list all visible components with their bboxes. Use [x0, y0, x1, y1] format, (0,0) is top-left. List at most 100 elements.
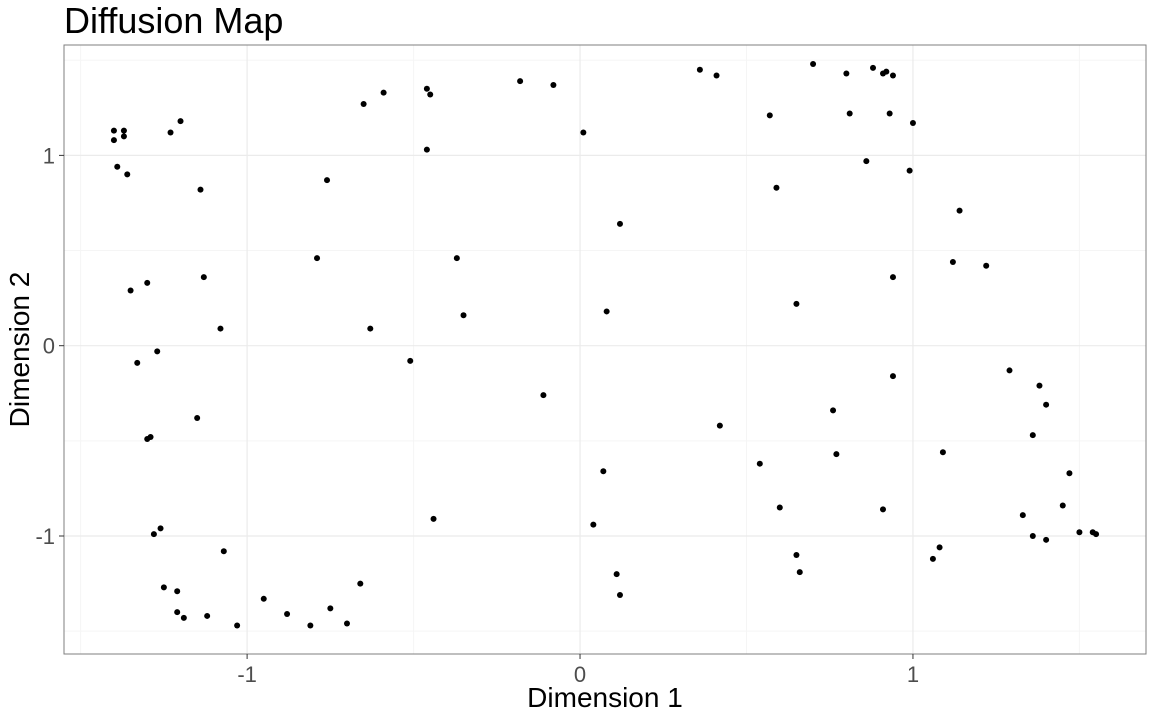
data-point: [284, 611, 291, 618]
data-point: [843, 70, 850, 77]
data-point: [1029, 432, 1036, 439]
data-point: [357, 580, 364, 587]
data-point: [314, 255, 321, 262]
data-point: [1076, 529, 1083, 536]
data-point: [174, 588, 181, 595]
data-point: [360, 100, 367, 107]
data-point: [430, 515, 437, 522]
x-axis-title: Dimension 1: [527, 682, 683, 713]
data-points: [110, 61, 1100, 629]
data-point: [1036, 382, 1043, 389]
data-point: [776, 504, 783, 511]
data-point: [956, 207, 963, 214]
data-point: [603, 308, 610, 315]
data-point: [716, 422, 723, 429]
data-point: [327, 605, 334, 612]
data-point: [1093, 531, 1100, 538]
data-point: [120, 133, 127, 140]
data-point: [616, 592, 623, 599]
data-point: [110, 127, 117, 134]
data-point: [863, 158, 870, 165]
data-point: [144, 279, 151, 286]
data-point: [886, 110, 893, 117]
minor-gridlines: [64, 45, 1146, 654]
x-tick-label: -1: [237, 662, 257, 687]
data-point: [177, 118, 184, 125]
data-point: [234, 622, 241, 629]
data-point: [540, 392, 547, 399]
data-point: [150, 531, 157, 538]
chart-title: Diffusion Map: [64, 0, 284, 41]
data-point: [367, 325, 374, 332]
data-point: [889, 373, 896, 380]
data-point: [427, 91, 434, 98]
data-point: [147, 434, 154, 441]
data-point: [1043, 536, 1050, 543]
data-point: [343, 620, 350, 627]
data-point: [380, 89, 387, 96]
data-point: [796, 569, 803, 576]
data-point: [879, 506, 886, 513]
data-point: [157, 525, 164, 532]
y-tick-label: 0: [43, 334, 55, 359]
data-point: [616, 220, 623, 227]
data-point: [174, 609, 181, 616]
data-point: [793, 552, 800, 559]
data-point: [1043, 401, 1050, 408]
data-point: [613, 571, 620, 578]
data-point: [160, 584, 167, 591]
data-point: [120, 127, 127, 134]
data-point: [696, 66, 703, 73]
data-point: [197, 186, 204, 193]
data-point: [793, 300, 800, 307]
y-tick-label: -1: [35, 524, 55, 549]
data-point: [939, 449, 946, 456]
data-point: [983, 262, 990, 269]
data-point: [756, 460, 763, 467]
y-tick-label: 1: [43, 143, 55, 168]
y-axis-title: Dimension 2: [4, 272, 35, 428]
data-point: [870, 64, 877, 71]
data-point: [883, 68, 890, 75]
data-point: [600, 468, 607, 475]
data-point: [204, 612, 211, 619]
data-point: [936, 544, 943, 551]
data-point: [889, 274, 896, 281]
data-point: [773, 184, 780, 191]
data-point: [194, 415, 201, 422]
y-axis-ticks: -1 0 1: [35, 143, 64, 549]
x-axis-ticks: -1 0 1: [237, 654, 919, 687]
data-point: [460, 312, 467, 319]
data-point: [906, 167, 913, 174]
data-point: [929, 555, 936, 562]
data-point: [517, 78, 524, 85]
major-gridlines: [64, 45, 1146, 654]
data-point: [909, 120, 916, 127]
data-point: [220, 548, 227, 555]
data-point: [949, 258, 956, 265]
data-point: [1066, 470, 1073, 477]
data-point: [580, 129, 587, 136]
data-point: [260, 595, 267, 602]
data-point: [550, 81, 557, 88]
data-point: [713, 72, 720, 79]
data-point: [180, 614, 187, 621]
data-point: [127, 287, 134, 294]
data-point: [1029, 533, 1036, 540]
data-point: [154, 348, 161, 355]
data-point: [124, 171, 131, 178]
data-point: [217, 325, 224, 332]
data-point: [167, 129, 174, 136]
x-tick-label: 1: [907, 662, 919, 687]
data-point: [766, 112, 773, 119]
data-point: [324, 177, 331, 184]
data-point: [1006, 367, 1013, 374]
data-point: [889, 72, 896, 79]
data-point: [833, 451, 840, 458]
x-tick-label: 0: [574, 662, 586, 687]
data-point: [423, 85, 430, 92]
data-point: [1059, 502, 1066, 509]
data-point: [453, 255, 460, 262]
data-point: [1019, 512, 1026, 519]
